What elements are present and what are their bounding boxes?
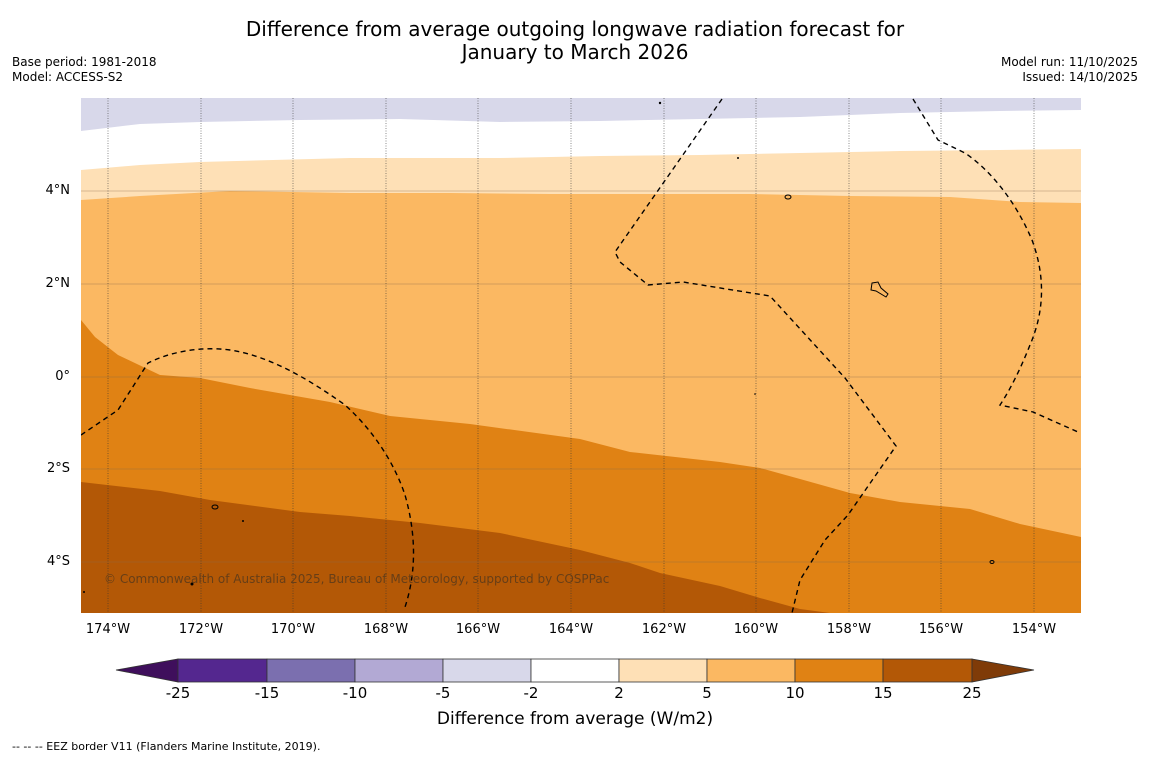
title-line-2: January to March 2026 <box>461 40 689 64</box>
lat-gridlines <box>81 190 1081 563</box>
colorbar-tick: 15 <box>873 684 893 702</box>
colorbar-bin-minus5-minus2 <box>442 658 532 683</box>
lon-label-160w: 160°W <box>733 622 779 637</box>
colorbar-tick: -10 <box>342 684 368 702</box>
lat-label-2n: 2°N <box>45 276 71 291</box>
lon-label-164w: 164°W <box>548 622 594 637</box>
colorbar-tick: 2 <box>614 684 624 702</box>
colorbar-bin-10-15 <box>794 658 884 683</box>
lon-label-156w: 156°W <box>918 622 964 637</box>
lat-label-4n: 4°N <box>45 183 71 198</box>
copyright-notice: © Commonwealth of Australia 2025, Bureau… <box>104 572 610 586</box>
lat-label-0: 0° <box>55 369 70 384</box>
band-15-25 <box>81 482 830 613</box>
colorbar-tick: -5 <box>435 684 451 702</box>
lon-gridlines <box>107 98 1035 613</box>
base-period: Base period: 1981-2018 <box>12 55 157 69</box>
colorbar-bin-minus15-minus10 <box>266 658 356 683</box>
colorbar-tick: 5 <box>702 684 712 702</box>
eez-border-east <box>912 98 1079 433</box>
issued-date: Issued: 14/10/2025 <box>1022 70 1138 84</box>
lat-label-2s: 2°S <box>46 461 70 476</box>
lat-label-4s: 4°S <box>46 554 70 569</box>
lon-label-154w: 154°W <box>1011 622 1057 637</box>
metadata-left: Base period: 1981-2018 Model: ACCESS-S2 <box>12 55 157 85</box>
colorbar-tick: -25 <box>165 684 191 702</box>
title-line-1: Difference from average outgoing longwav… <box>245 17 905 41</box>
colorbar-bin-2-5 <box>618 658 708 683</box>
island-dots <box>83 101 756 593</box>
eez-borders <box>81 98 1079 613</box>
eez-footnote: -- -- -- EEZ border V11 (Flanders Marine… <box>12 740 321 753</box>
eez-border-central <box>614 98 897 613</box>
lon-label-170w: 170°W <box>270 622 316 637</box>
colorbar-tick: -15 <box>254 684 280 702</box>
colorbar-tick: 10 <box>785 684 805 702</box>
lon-label-168w: 168°W <box>363 622 409 637</box>
model-run: Model run: 11/10/2025 <box>1000 55 1138 69</box>
model-name: Model: ACCESS-S2 <box>12 70 124 84</box>
chart-title: Difference from average outgoing longwav… <box>0 18 1150 64</box>
colorbar-tick: 25 <box>962 684 982 702</box>
colorbar-bin-15-25 <box>882 658 973 683</box>
colorbar-bin-minus25-minus15 <box>177 658 268 683</box>
lon-label-172w: 172°W <box>178 622 224 637</box>
olr-anomaly-field <box>81 98 1081 613</box>
lon-label-158w: 158°W <box>826 622 872 637</box>
islands <box>211 194 995 564</box>
metadata-right: Model run: 11/10/2025 Issued: 14/10/2025 <box>1001 55 1138 85</box>
colorbar-label: Difference from average (W/m2) <box>436 709 714 729</box>
colorbar-tick: -2 <box>523 684 539 702</box>
colorbar-bin-minus10-minus5 <box>354 658 444 683</box>
colorbar-bin-5-10 <box>706 658 796 683</box>
colorbar-extend-high <box>971 658 1035 683</box>
lon-label-162w: 162°W <box>641 622 687 637</box>
colorbar <box>115 658 1035 683</box>
eez-border-west <box>81 348 415 611</box>
colorbar-bin-minus2-2 <box>530 658 620 683</box>
lon-label-166w: 166°W <box>455 622 501 637</box>
colorbar-extend-low <box>115 658 179 683</box>
lon-label-174w: 174°W <box>85 622 131 637</box>
